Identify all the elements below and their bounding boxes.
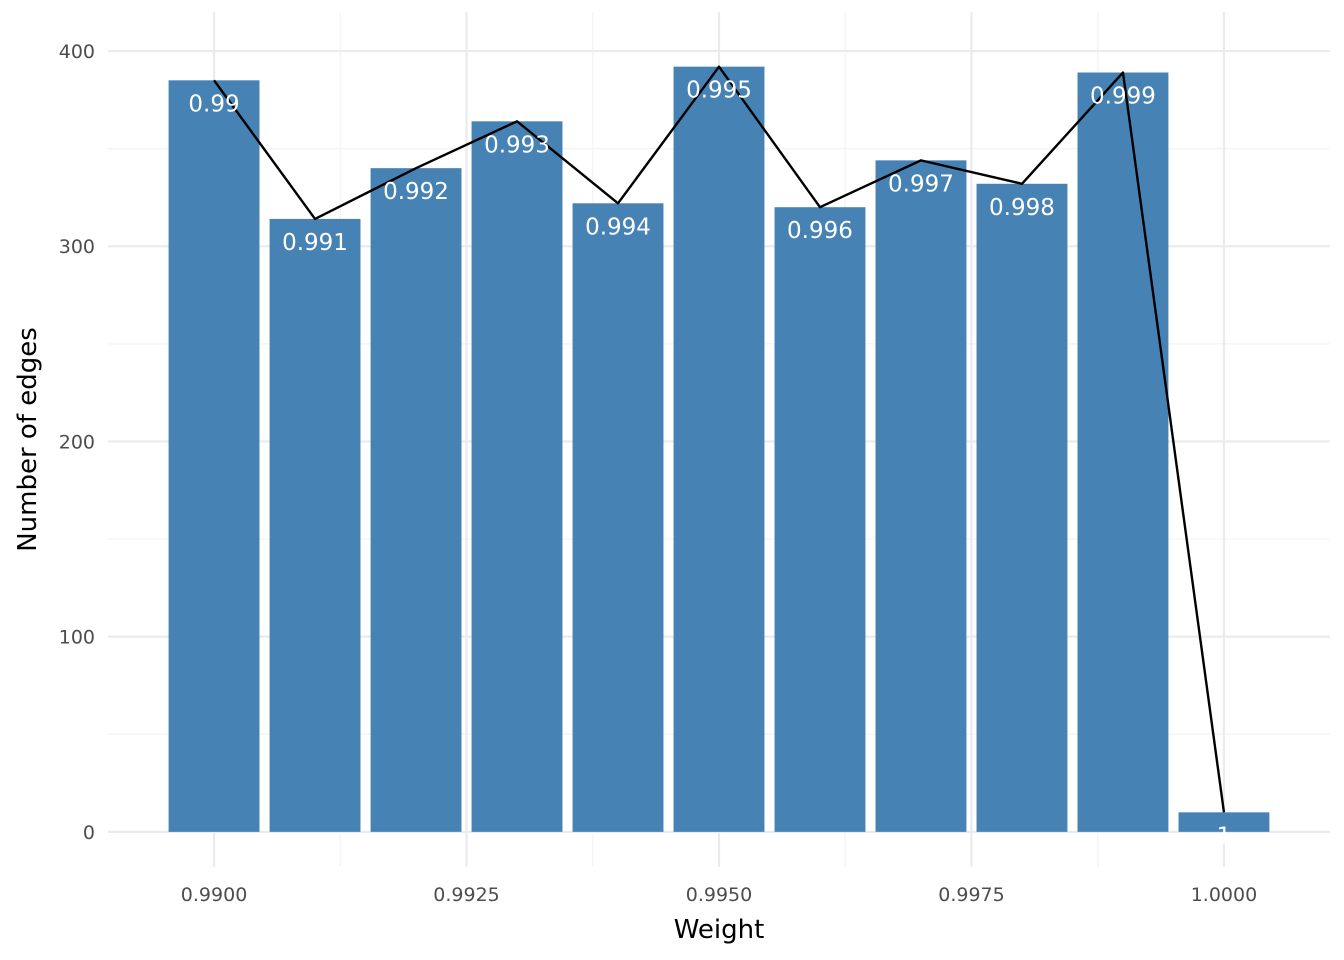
bar xyxy=(875,160,967,832)
bar-label: 0.996 xyxy=(787,218,853,244)
x-tick-label: 1.0000 xyxy=(1191,884,1257,906)
bar xyxy=(673,66,765,832)
bar xyxy=(976,183,1068,832)
y-tick-label: 100 xyxy=(59,627,95,649)
x-tick-label: 0.9975 xyxy=(938,884,1004,906)
bar-label: 0.992 xyxy=(383,179,449,205)
bar xyxy=(471,121,563,832)
bar-label: 0.997 xyxy=(888,171,954,197)
y-tick-label: 300 xyxy=(59,236,95,258)
bar xyxy=(1178,812,1270,832)
axes: 0 100 200 300 400 0.9900 0.9925 0.9950 0.9975 1.0… xyxy=(59,41,1257,906)
trend-line xyxy=(213,65,1226,813)
bar-label: 0.998 xyxy=(989,195,1055,221)
bars xyxy=(168,66,1270,832)
bar-label: 0.993 xyxy=(484,132,550,158)
y-axis-title: Number of edges xyxy=(13,327,43,552)
y-tick-label: 200 xyxy=(59,431,95,453)
bar-label: 1 xyxy=(1217,823,1232,849)
x-tick-label: 0.9925 xyxy=(433,884,499,906)
bar xyxy=(370,168,462,832)
bar xyxy=(774,207,866,832)
bar xyxy=(1077,72,1169,832)
y-tick-label: 0 xyxy=(83,822,95,844)
y-tick-label: 400 xyxy=(59,41,95,63)
bar-labels: 0.99 0.991 0.992 0.993 0.994 0.995 0.996 0.997 0… xyxy=(188,78,1231,850)
bar xyxy=(168,80,260,832)
x-tick-label: 0.9950 xyxy=(686,884,752,906)
bar-label: 0.991 xyxy=(282,230,348,256)
bar-label: 0.994 xyxy=(585,214,651,240)
bar-label: 0.995 xyxy=(686,78,752,104)
x-axis-title: Weight xyxy=(674,915,765,945)
bar xyxy=(269,218,361,832)
bar xyxy=(572,203,664,832)
trend-line-layer xyxy=(213,65,1226,813)
bar-label: 0.999 xyxy=(1090,84,1156,110)
x-tick-label: 0.9900 xyxy=(181,884,247,906)
bar-label: 0.99 xyxy=(188,91,239,117)
